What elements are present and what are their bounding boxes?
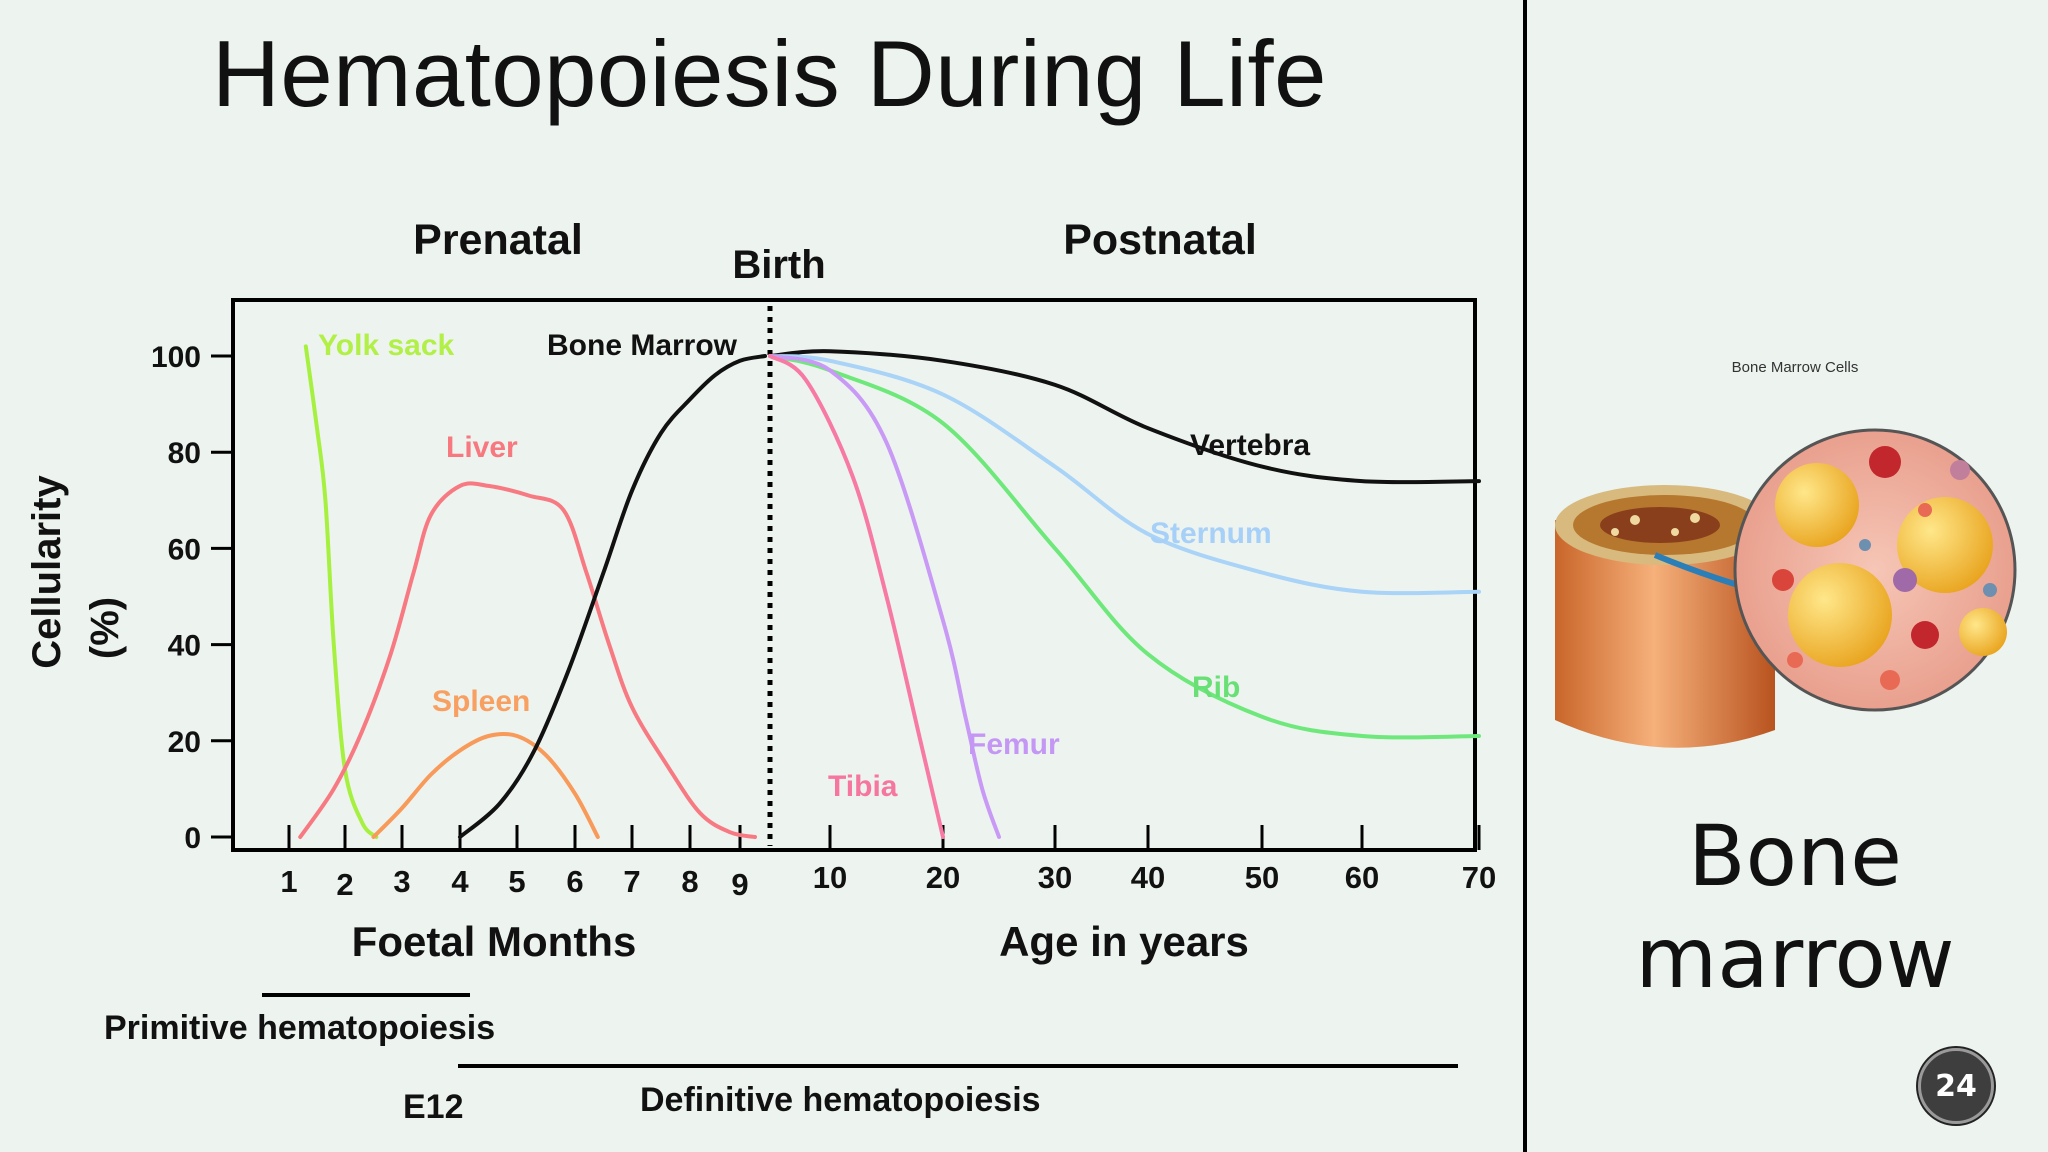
bone-marrow-heading: Bone marrow bbox=[1560, 805, 2030, 1009]
x-tick-label-postnatal: 70 bbox=[1462, 860, 1496, 895]
x-axis-label-postnatal: Age in years bbox=[999, 918, 1249, 965]
series-line-sternum bbox=[768, 354, 1481, 596]
series-label-sternum: Sternum bbox=[1150, 517, 1272, 550]
series-label-bone-marrow: Bone Marrow bbox=[547, 329, 738, 362]
series-line-yolk-sack bbox=[303, 344, 379, 839]
y-tick-label: 100 bbox=[151, 341, 201, 374]
primitive-hematopoiesis-label: Primitive hematopoiesis bbox=[104, 1009, 495, 1047]
x-tick-label-postnatal: 10 bbox=[813, 860, 847, 895]
x-tick-label-prenatal: 3 bbox=[393, 864, 410, 899]
x-axis-label-prenatal: Foetal Months bbox=[352, 918, 637, 965]
y-axis-label-unit: (%) bbox=[83, 597, 127, 659]
heading-line-2: marrow bbox=[1635, 909, 1955, 1007]
x-tick-label-prenatal: 8 bbox=[681, 864, 698, 899]
series-label-vertebra: Vertebra bbox=[1190, 429, 1310, 462]
x-tick-label-prenatal: 1 bbox=[280, 864, 297, 899]
x-tick-label-postnatal: 20 bbox=[926, 860, 960, 895]
x-tick-label-postnatal: 30 bbox=[1038, 860, 1072, 895]
y-tick-label: 80 bbox=[168, 437, 201, 470]
y-tick-label: 20 bbox=[168, 726, 201, 759]
bone-marrow-illustration: Bone Marrow Cells bbox=[1555, 359, 2017, 748]
x-tick-label-postnatal: 40 bbox=[1131, 860, 1165, 895]
x-tick-label-prenatal: 4 bbox=[451, 864, 469, 899]
series-label-yolk-sack: Yolk sack bbox=[318, 329, 455, 362]
hematopoiesis-chart: 0 20 40 60 80 100 Cellularity (%) 1 2 3 4 5 6 7 8 9 10 20 3… bbox=[25, 216, 1496, 1126]
y-tick-label: 40 bbox=[168, 630, 201, 663]
x-tick-label-postnatal: 60 bbox=[1345, 860, 1379, 895]
series-line-rib bbox=[768, 354, 1481, 740]
series-label-rib: Rib bbox=[1192, 671, 1240, 704]
page-number-badge: 24 bbox=[1918, 1048, 1994, 1124]
series-label-tibia: Tibia bbox=[828, 770, 898, 803]
x-tick-label-prenatal: 6 bbox=[566, 864, 583, 899]
marrow-cells-circle bbox=[1733, 428, 2017, 712]
y-tick-label: 60 bbox=[168, 533, 201, 566]
series-label-spleen: Spleen bbox=[432, 685, 530, 718]
heading-line-1: Bone bbox=[1688, 807, 1902, 905]
x-tick-label-prenatal: 5 bbox=[508, 864, 525, 899]
x-tick-label-postnatal: 50 bbox=[1245, 860, 1279, 895]
slide-title: Hematopoiesis During Life bbox=[212, 21, 1327, 126]
series-line-liver bbox=[298, 481, 757, 839]
series-line-tibia bbox=[768, 354, 945, 839]
definitive-hematopoiesis-label: Definitive hematopoiesis bbox=[640, 1081, 1041, 1119]
slide-divider bbox=[1523, 0, 1527, 1152]
x-tick-label-prenatal: 2 bbox=[336, 867, 353, 902]
y-tick-label: 0 bbox=[184, 822, 201, 855]
x-tick-label-prenatal: 7 bbox=[623, 864, 640, 899]
x-tick-label-prenatal: 9 bbox=[731, 867, 748, 902]
series-line-vertebra bbox=[768, 349, 1481, 485]
section-label-prenatal: Prenatal bbox=[413, 216, 583, 264]
series-label-femur: Femur bbox=[968, 728, 1060, 761]
plot-frame bbox=[231, 298, 1477, 852]
series-line-bone-marrow bbox=[458, 354, 767, 839]
section-label-birth: Birth bbox=[732, 243, 825, 287]
series-line-femur bbox=[768, 354, 1001, 839]
series-label-liver: Liver bbox=[446, 431, 518, 464]
e12-label: E12 bbox=[403, 1088, 464, 1126]
y-axis-label: Cellularity bbox=[25, 475, 69, 669]
series-line-spleen bbox=[371, 731, 600, 839]
illustration-caption: Bone Marrow Cells bbox=[1732, 359, 1859, 376]
section-label-postnatal: Postnatal bbox=[1063, 216, 1257, 264]
